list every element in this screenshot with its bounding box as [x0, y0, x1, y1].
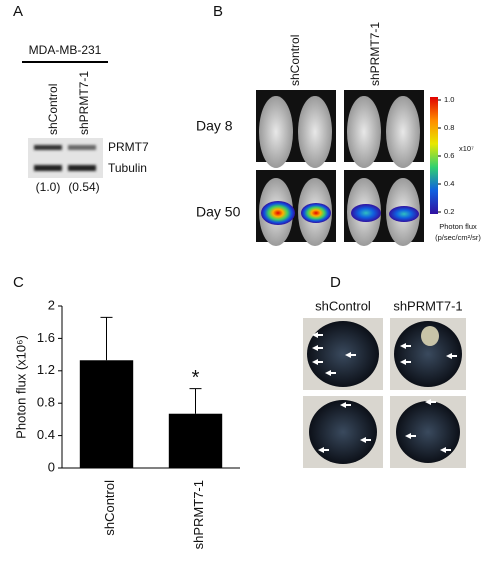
quantification: (0.54) — [68, 180, 99, 194]
lung — [307, 321, 379, 387]
colorbar-tick-label: 0.2 — [444, 207, 454, 216]
band — [34, 165, 62, 171]
panel-letter: A — [13, 3, 23, 20]
band — [34, 145, 62, 150]
y-tick-label: 0.8 — [37, 395, 55, 410]
y-tick-label: 2 — [48, 297, 55, 312]
y-axis-label: Photon flux (x10⁶) — [13, 335, 28, 439]
colorbar-unit: (p/sec/cm²/sr) — [435, 233, 481, 242]
column-label: shControl — [288, 35, 302, 86]
mouse — [386, 96, 420, 168]
lane-label: shPRMT7-1 — [77, 71, 91, 135]
panel-letter: D — [330, 274, 341, 291]
lung — [394, 321, 462, 387]
trachea — [421, 326, 439, 346]
lung — [396, 401, 460, 463]
band — [68, 165, 96, 171]
signal — [351, 204, 381, 222]
bar — [168, 413, 223, 468]
mouse — [347, 96, 381, 168]
annotation: * — [192, 367, 200, 389]
row-label: Day 8 — [196, 118, 233, 134]
panel-letter: C — [13, 274, 24, 291]
y-tick-label: 0 — [48, 459, 55, 474]
lung-images — [303, 318, 466, 468]
signal — [261, 201, 295, 225]
column-label: shPRMT7-1 — [368, 22, 382, 86]
y-tick-label: 1.6 — [37, 330, 55, 345]
column-label: shControl — [315, 298, 371, 313]
colorbar-tick-label: 0.4 — [444, 179, 454, 188]
row-label: Day 50 — [196, 204, 241, 220]
mouse — [259, 96, 293, 168]
lane-label: shControl — [46, 84, 60, 135]
band — [68, 145, 96, 150]
colorbar — [430, 97, 438, 214]
mouse — [298, 96, 332, 168]
y-tick-label: 0.4 — [37, 427, 55, 442]
x-tick-label: shControl — [102, 480, 117, 536]
signal — [389, 206, 419, 222]
band-label: Tubulin — [108, 161, 147, 175]
x-tick-label: shPRMT7-1 — [191, 480, 206, 549]
blot-bands — [34, 145, 96, 171]
nodule-arrows — [312, 332, 457, 453]
imaging-panels — [256, 90, 424, 246]
error-bar — [189, 388, 202, 414]
quantification: (1.0) — [36, 180, 61, 194]
column-label: shPRMT7-1 — [393, 298, 462, 313]
error-bar — [100, 316, 113, 361]
colorbar-tick-label: 0.6 — [444, 151, 454, 160]
signal — [301, 203, 331, 223]
panel-letter: B — [213, 3, 223, 20]
band-label: PRMT7 — [108, 140, 149, 154]
colorbar-tick-label: 0.8 — [444, 123, 454, 132]
colorbar-label: Photon flux — [439, 222, 477, 231]
lung — [309, 400, 377, 464]
colorbar-multiplier: x10⁷ — [459, 144, 474, 153]
bar — [79, 360, 134, 468]
cell-line: MDA-MB-231 — [29, 43, 102, 57]
blot — [28, 138, 103, 178]
colorbar-tick-label: 1.0 — [444, 95, 454, 104]
y-tick-label: 1.2 — [37, 362, 55, 377]
